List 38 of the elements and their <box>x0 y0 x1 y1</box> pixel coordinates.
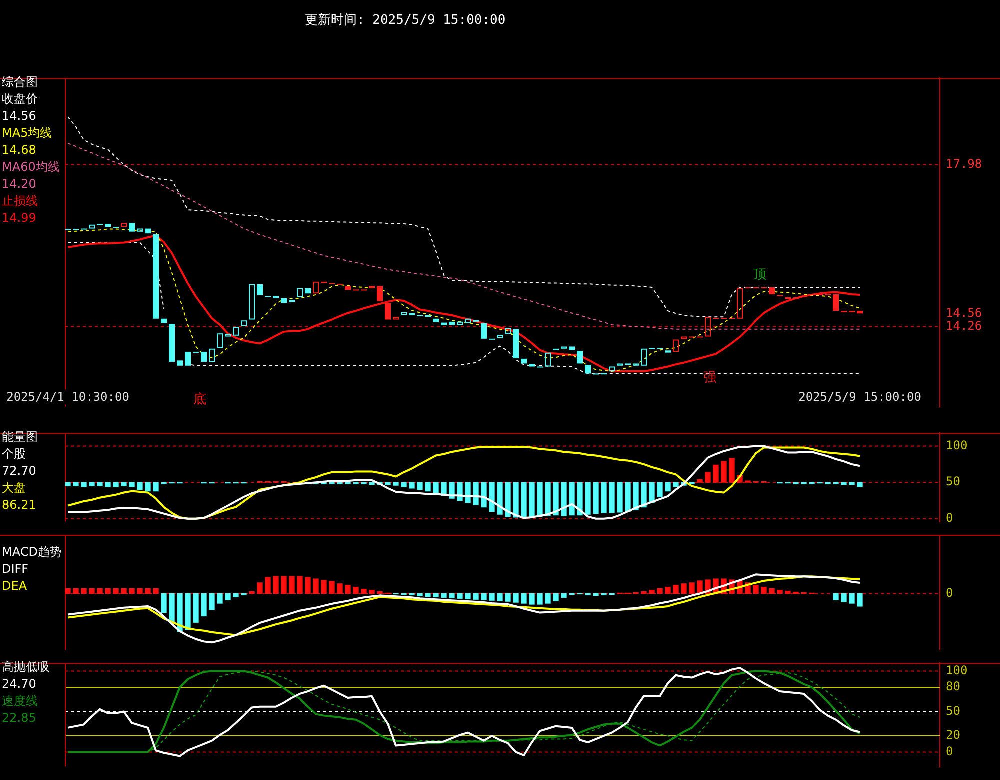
text: 个股 <box>2 446 27 463</box>
text: 高抛低吸 <box>2 659 51 676</box>
x-tick-label: 2025/5/9 15:00:00 <box>798 390 922 404</box>
chart-title: 能量图 <box>2 429 39 446</box>
y-tick-label: 14.56 <box>946 306 982 320</box>
text: 速度线 <box>2 693 39 710</box>
text: DEA <box>2 578 28 595</box>
series-label: MA60均线 <box>2 159 61 176</box>
chart-title: 综合图 <box>2 74 39 91</box>
y-tick-label: 0 <box>946 744 954 758</box>
text: 收盘价 <box>2 91 39 108</box>
text: 86.21 <box>2 497 38 514</box>
y-tick-label: 50 <box>946 474 960 489</box>
text: 72.70 <box>2 463 38 480</box>
y-tick-label: 20 <box>946 728 960 742</box>
y-tick-label: 0 <box>946 511 954 526</box>
y-tick-label: 50 <box>946 704 960 718</box>
text: 14.20 <box>2 176 38 193</box>
y-tick-label: 17.98 <box>946 156 982 171</box>
text: 22.85 <box>2 710 38 727</box>
text: DIFF <box>2 561 30 578</box>
y-tick-label: 80 <box>946 680 960 694</box>
chart-title: MACD趋势 <box>2 544 63 561</box>
text: 14.99 <box>2 210 38 227</box>
text: 14.56 <box>2 108 38 125</box>
annotation: 底 <box>194 392 206 408</box>
annotation: 强 <box>704 370 716 386</box>
annotation: 顶 <box>754 267 766 282</box>
y-tick-label: 100 <box>946 663 968 678</box>
x-tick-label: 2025/4/1 10:30:00 <box>6 390 130 404</box>
text: MA5均线 <box>2 125 54 142</box>
y-tick-label: 14.26 <box>946 318 982 333</box>
text: 14.68 <box>2 142 38 159</box>
text: 止损线 <box>2 193 39 210</box>
y-tick-label: 100 <box>946 438 968 452</box>
text: 24.70 <box>2 676 38 693</box>
text: 大盘 <box>2 480 27 497</box>
chart-subtitle: 更新时间: 2025/5/9 15:00:00 <box>305 12 506 29</box>
